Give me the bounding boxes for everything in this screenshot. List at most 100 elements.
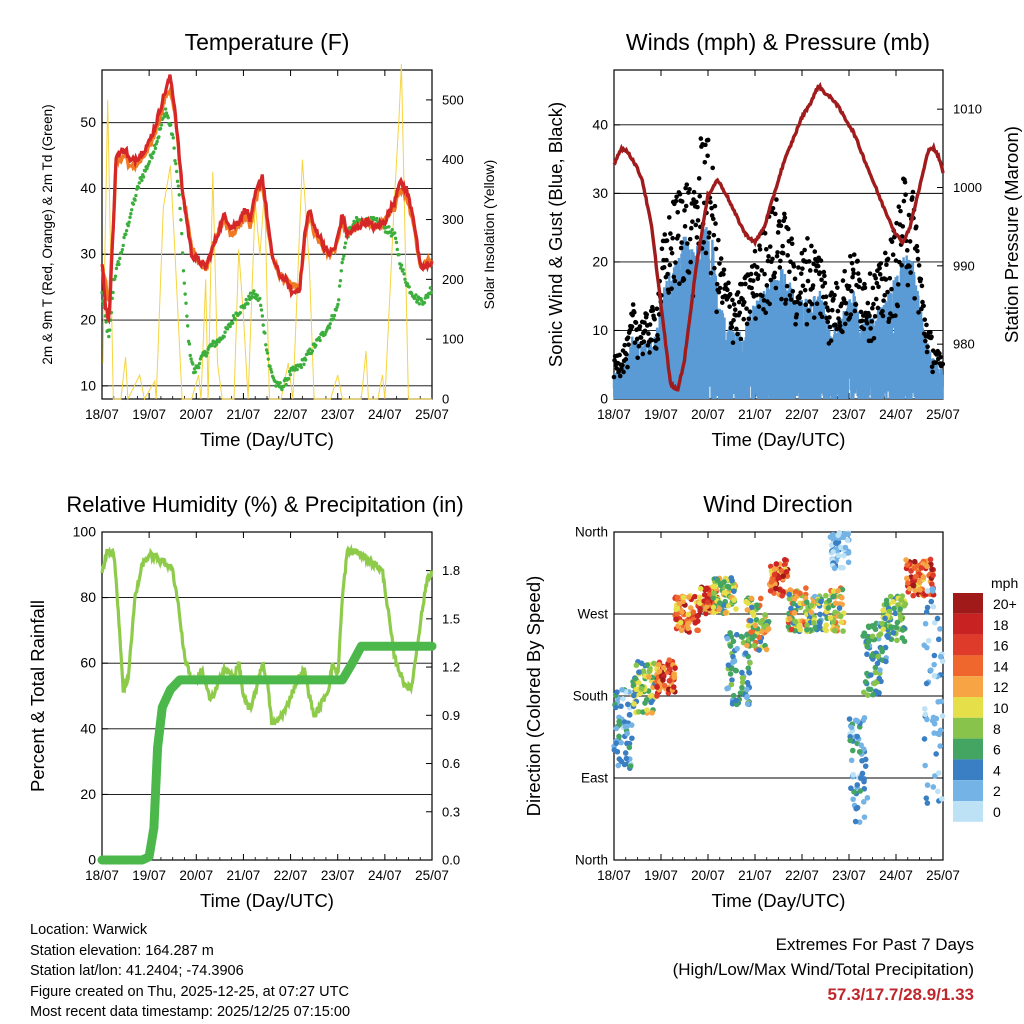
gust-point (708, 270, 714, 276)
direction-point (626, 744, 633, 751)
gust-point (825, 319, 831, 325)
direction-point (830, 549, 836, 555)
gust-point (933, 360, 939, 365)
dewpoint-point (153, 146, 158, 151)
direction-point (613, 725, 620, 732)
gust-point (814, 301, 820, 307)
gust-point (636, 343, 642, 349)
gust-point (703, 250, 709, 256)
dewpoint-point (263, 331, 267, 335)
direction-point (939, 796, 945, 802)
gust-point (688, 259, 694, 265)
direction-point (790, 600, 797, 607)
direction-point (716, 600, 723, 606)
gust-point (625, 364, 630, 370)
direction-point (745, 600, 751, 607)
dewpoint-point (124, 232, 128, 237)
direction-point (808, 602, 815, 609)
gust-point (679, 240, 684, 245)
direction-point (933, 751, 939, 757)
recent-data-timestamp: Most recent data timestamp: 2025/12/25 0… (30, 1004, 351, 1020)
direction-point (622, 750, 629, 756)
gust-point (688, 225, 694, 231)
direction-point (745, 665, 752, 671)
direction-point (878, 646, 885, 652)
direction-point (742, 650, 749, 656)
gust-point (857, 278, 863, 284)
gust-point (797, 301, 803, 307)
dewpoint-point (310, 349, 315, 353)
gust-point (805, 236, 810, 241)
dewpoint-point (336, 302, 340, 307)
gust-point (858, 309, 864, 315)
gust-point (685, 241, 690, 246)
gust-point (716, 289, 722, 295)
direction-point (748, 604, 755, 611)
dewpoint-point (274, 384, 278, 388)
legend-label: 18 (993, 617, 1009, 633)
direction-point (854, 718, 861, 725)
y-tick-label: 30 (592, 185, 608, 201)
gust-point (656, 312, 662, 317)
direction-point (808, 609, 814, 615)
dewpoint-point (185, 314, 189, 318)
direction-point (739, 684, 745, 691)
gust-point (902, 179, 908, 185)
gust-point (895, 282, 901, 287)
direction-point (848, 757, 855, 764)
direction-point (787, 616, 793, 622)
gust-point (637, 324, 643, 329)
dewpoint-point (119, 250, 124, 255)
direction-point (844, 537, 851, 544)
direction-point (787, 587, 794, 593)
dewpoint-point (426, 295, 430, 299)
direction-point (733, 631, 740, 638)
dewpoint-point (174, 169, 179, 174)
direction-point (685, 611, 692, 618)
direction-point (733, 606, 739, 612)
direction-point (625, 701, 631, 708)
direction-point (848, 724, 855, 731)
dewpoint-point (337, 298, 341, 302)
legend-swatch (953, 593, 983, 614)
gust-point (793, 321, 798, 327)
direction-point (860, 799, 867, 805)
dewpoint-point (137, 181, 142, 185)
gust-point (842, 268, 847, 274)
direction-point (749, 609, 756, 616)
gust-point (818, 258, 824, 263)
gust-point (815, 263, 821, 269)
direction-point (869, 652, 876, 659)
direction-point (712, 583, 718, 590)
gust-point (633, 320, 639, 325)
gust-point (851, 271, 856, 276)
direction-point (792, 618, 798, 625)
direction-point (724, 583, 731, 590)
direction-point (927, 556, 934, 563)
direction-point (674, 611, 680, 617)
direction-point (632, 676, 639, 682)
dewpoint-point (122, 235, 126, 240)
gust-point (778, 223, 784, 229)
gust-point (821, 269, 827, 275)
dewpoint-point (270, 370, 274, 374)
direction-point (925, 637, 932, 644)
legend-swatch (953, 613, 983, 635)
gust-point (848, 253, 853, 259)
direction-point (624, 730, 631, 737)
direction-point (751, 642, 758, 649)
direction-point (739, 679, 746, 686)
direction-point (627, 763, 634, 769)
gust-point (711, 232, 717, 238)
direction-point (937, 743, 943, 749)
y-tick-label: 100 (73, 524, 97, 540)
gust-point (850, 267, 856, 273)
direction-point (884, 632, 890, 639)
gust-point (895, 303, 900, 309)
direction-point (858, 742, 864, 748)
gust-point (853, 302, 859, 307)
direction-point (654, 693, 660, 699)
dewpoint-point (191, 362, 195, 366)
gust-point (800, 283, 806, 289)
gust-point (852, 308, 858, 314)
